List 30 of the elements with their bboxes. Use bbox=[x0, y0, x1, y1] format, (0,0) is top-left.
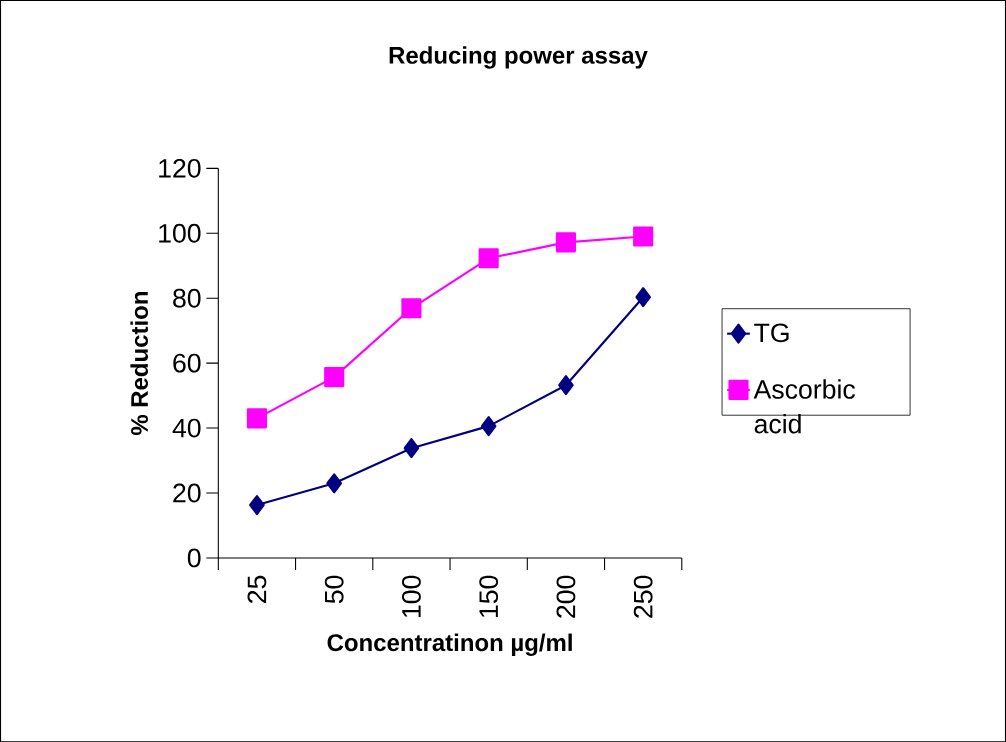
y-tick-label: 20 bbox=[173, 483, 201, 503]
y-tick-label: 60 bbox=[173, 353, 201, 373]
point bbox=[326, 473, 342, 494]
point bbox=[403, 438, 420, 459]
point bbox=[324, 366, 345, 388]
point bbox=[246, 408, 267, 429]
y-tick-label: 0 bbox=[187, 548, 201, 568]
point bbox=[555, 232, 576, 253]
y-tick-label: 100 bbox=[159, 223, 201, 243]
x-tick-label: 50 bbox=[324, 575, 344, 604]
y-axis-title: % Reduction bbox=[130, 291, 149, 435]
x-tick-label: 200 bbox=[556, 575, 576, 618]
x-axis-title: Concentratinon µg/ml bbox=[327, 633, 572, 656]
point bbox=[635, 287, 651, 308]
point bbox=[478, 248, 499, 269]
x-tick-label: 100 bbox=[402, 575, 421, 617]
y-tick-label: 120 bbox=[159, 158, 201, 178]
y-tick-label: 80 bbox=[173, 288, 201, 308]
y-tick-label: 40 bbox=[172, 418, 201, 438]
point bbox=[633, 226, 654, 247]
chart-title: Reducing power assay bbox=[389, 46, 648, 69]
x-tick-label: 150 bbox=[479, 575, 499, 617]
x-tick-label: 25 bbox=[247, 575, 267, 603]
point bbox=[249, 494, 265, 515]
point bbox=[558, 375, 574, 396]
point bbox=[401, 298, 422, 319]
x-tick-label: 250 bbox=[633, 575, 653, 618]
point bbox=[480, 415, 497, 437]
legend-label: TG bbox=[754, 323, 789, 343]
legend-label: Ascorbic acid bbox=[753, 379, 856, 434]
